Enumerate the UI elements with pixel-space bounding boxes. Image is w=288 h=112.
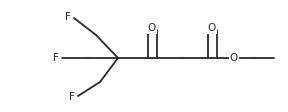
Text: O: O [230,53,238,63]
Text: F: F [53,53,59,63]
Text: F: F [69,92,75,102]
Text: O: O [208,23,216,33]
Text: F: F [65,12,71,22]
Text: O: O [148,23,156,33]
